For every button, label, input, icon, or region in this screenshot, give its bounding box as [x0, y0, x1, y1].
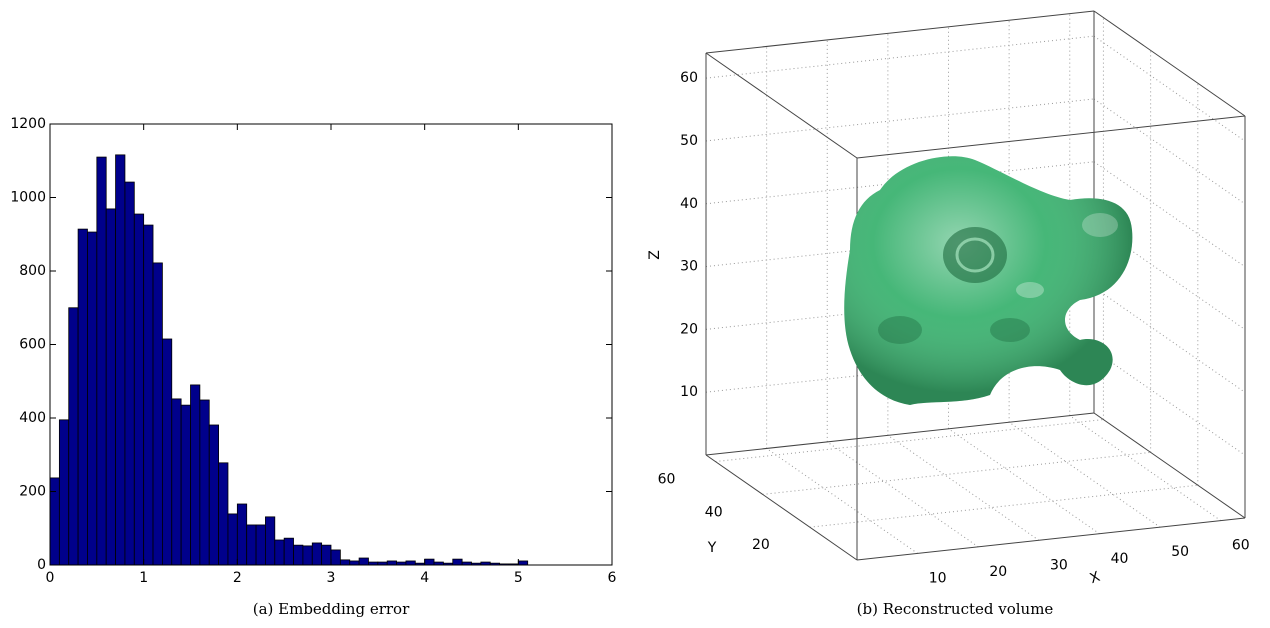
z-tick-label: 40: [680, 196, 698, 212]
grid-line: [766, 448, 918, 554]
bar: [171, 398, 182, 566]
bar: [49, 477, 60, 566]
bar: [236, 503, 248, 566]
grid-line: [762, 451, 1151, 495]
x-tick-label: 10: [929, 570, 947, 586]
bar: [105, 208, 116, 566]
bar: [152, 262, 163, 566]
x-tick-label: 0: [46, 570, 55, 586]
bar: [339, 559, 351, 566]
box-edge: [705, 52, 858, 159]
z-tick-label: 10: [680, 384, 698, 400]
grid-line: [887, 434, 1040, 541]
bar: [68, 307, 79, 566]
grid-line: [826, 441, 979, 548]
bar: [386, 560, 397, 566]
bar: [227, 513, 238, 566]
x-tick-label: 30: [1050, 557, 1068, 573]
y-tick-label: 800: [19, 263, 46, 279]
y-tick-label: 1000: [10, 190, 46, 206]
box-edge: [1093, 10, 1246, 117]
x-tick-label: 6: [608, 570, 617, 586]
x-tick-label: 2: [233, 570, 242, 586]
bar: [58, 419, 70, 566]
y-tick-label: 400: [19, 410, 46, 426]
y-tick-label: 60: [658, 472, 676, 488]
bar: [517, 560, 529, 566]
y-tick-label: 40: [705, 504, 723, 520]
box-edge: [1093, 412, 1246, 519]
z-tick-label: 50: [680, 133, 698, 149]
caption: (a) Embedding error: [253, 600, 410, 618]
bar: [293, 544, 304, 566]
bar: [199, 399, 210, 566]
bar: [96, 156, 107, 566]
x-tick-label: 5: [514, 570, 523, 586]
bar: [274, 539, 285, 566]
grid-line: [1069, 415, 1222, 522]
bar: [124, 181, 135, 566]
caption: (b) Reconstructed volume: [857, 600, 1054, 618]
bar: [161, 338, 173, 566]
bar: [358, 557, 369, 566]
bar: [265, 516, 276, 566]
box-edge: [856, 517, 1246, 561]
x-axis-label: X: [1088, 569, 1103, 587]
bar: [143, 224, 154, 566]
z-tick-label: 20: [680, 321, 698, 337]
grid-line: [1093, 35, 1246, 142]
y-tick-label: 1200: [10, 116, 46, 132]
box-edge: [705, 454, 858, 561]
bar: [321, 544, 332, 566]
bar: [311, 542, 323, 566]
volume-surface: [844, 156, 1133, 405]
x-tick-label: 20: [989, 564, 1007, 580]
x-tick-label: 4: [420, 570, 429, 586]
y-tick-label: 600: [19, 337, 46, 353]
bar: [180, 404, 191, 566]
bar: [330, 549, 341, 566]
box-edge: [856, 115, 1246, 159]
grid-line: [705, 35, 1095, 79]
grid-line: [705, 98, 1095, 142]
grid-line: [948, 428, 1100, 535]
y-tick-label: 20: [752, 537, 770, 553]
bar: [87, 231, 98, 566]
y-axis-label: Y: [707, 540, 717, 556]
z-tick-label: 60: [680, 70, 698, 86]
bar: [246, 524, 257, 566]
x-tick-label: 50: [1171, 544, 1189, 560]
x-tick-label: 3: [327, 570, 336, 586]
x-tick-label: 40: [1111, 551, 1129, 567]
z-axis-label: Z: [647, 250, 663, 260]
bar: [452, 558, 463, 566]
grid-line: [809, 484, 1198, 528]
grid-line: [1008, 421, 1161, 528]
x-tick-label: 1: [139, 570, 148, 586]
box-edge: [705, 412, 1095, 456]
x-tick-label: 60: [1232, 538, 1250, 554]
grid-line: [1093, 98, 1246, 205]
y-tick-label: 200: [19, 484, 46, 500]
y-tick-label: 0: [37, 557, 46, 573]
bar: [302, 545, 313, 566]
bar: [349, 560, 360, 566]
grid-line: [715, 419, 1104, 463]
box-edge: [705, 10, 1095, 54]
grid-line: [1093, 286, 1246, 393]
z-tick-label: 30: [680, 259, 698, 275]
bar: [115, 154, 126, 566]
bar: [424, 558, 435, 566]
bar: [133, 213, 145, 566]
bar: [77, 228, 88, 566]
bar: [405, 560, 416, 566]
bar: [283, 537, 294, 566]
bar: [208, 424, 220, 566]
bar: [190, 384, 201, 566]
bar: [255, 524, 266, 566]
grid-line: [1093, 349, 1246, 456]
bar: [218, 462, 229, 566]
